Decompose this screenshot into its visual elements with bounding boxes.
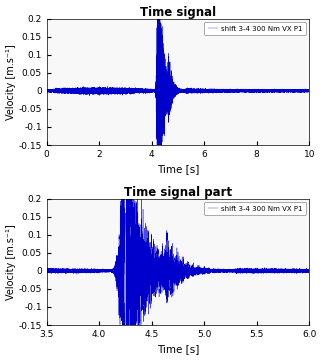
Legend: shift 3-4 300 Nm VX P1: shift 3-4 300 Nm VX P1 — [204, 202, 306, 215]
Y-axis label: Velocity [m.s⁻¹]: Velocity [m.s⁻¹] — [5, 224, 15, 300]
Legend: shift 3-4 300 Nm VX P1: shift 3-4 300 Nm VX P1 — [204, 22, 306, 35]
Y-axis label: Velocity [m.s⁻¹]: Velocity [m.s⁻¹] — [5, 44, 15, 120]
X-axis label: Time [s]: Time [s] — [157, 165, 199, 175]
X-axis label: Time [s]: Time [s] — [157, 345, 199, 355]
Title: Time signal: Time signal — [140, 5, 216, 19]
Title: Time signal part: Time signal part — [124, 185, 232, 199]
